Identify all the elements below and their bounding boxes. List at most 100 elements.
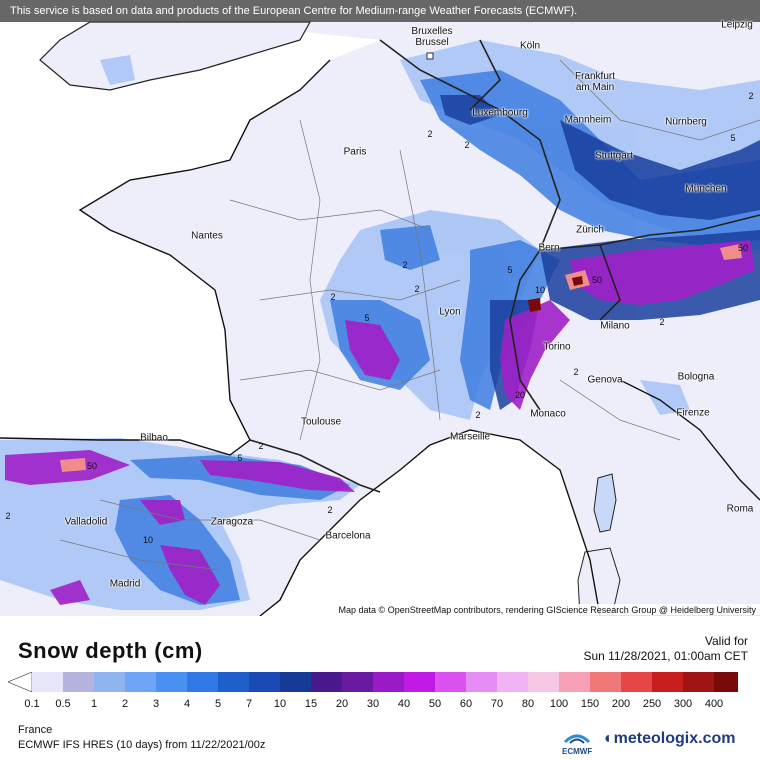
scale-tick: 15 [304, 698, 318, 710]
city-zurich: Zürich [576, 224, 604, 236]
contour-label: 2 [258, 441, 264, 451]
city-bilbao: Bilbao [140, 432, 168, 444]
city-firenze: Firenze [676, 407, 710, 419]
scale-swatch [156, 672, 188, 692]
contour-label: 2 [427, 129, 433, 139]
contour-label: 5 [507, 265, 513, 275]
city-zaragoza: Zaragoza [210, 516, 254, 528]
scale-arrow-low [8, 672, 33, 692]
snow-peaks-dark [528, 276, 583, 312]
scale-swatch [466, 672, 498, 692]
city-line: Bruxelles [411, 26, 453, 37]
scale-swatch [342, 672, 374, 692]
ecmwf-disclaimer: This service is based on data and produc… [0, 0, 760, 22]
ecmwf-swirl-icon [563, 734, 591, 744]
scale-tick: 3 [152, 698, 160, 710]
scale-tick: 400 [704, 698, 724, 710]
city-nantes: Nantes [191, 230, 223, 242]
city-koln: Köln [519, 40, 541, 52]
contour-label: 10 [142, 535, 154, 545]
scale-swatch [435, 672, 467, 692]
contour-label: 50 [591, 275, 603, 285]
scale-tick: 300 [673, 698, 693, 710]
contour-label: 2 [330, 292, 336, 302]
scale-tick: 150 [580, 698, 600, 710]
scale-swatch [404, 672, 436, 692]
city-valladolid: Valladolid [64, 516, 108, 528]
meteologix-logo[interactable]: ◐meteologix.com [604, 730, 735, 748]
contour-label: 50 [86, 461, 98, 471]
contour-label: 2 [748, 91, 754, 101]
contour-label: 5 [237, 453, 243, 463]
scale-swatch [125, 672, 157, 692]
scale-tick: 60 [459, 698, 473, 710]
valid-time: Sun 11/28/2021, 01:00am CET [583, 649, 748, 663]
contour-label: 2 [464, 140, 470, 150]
scale-swatch [373, 672, 405, 692]
city-lyon: Lyon [439, 306, 461, 318]
model-run: ECMWF IFS HRES (10 days) from 11/22/2021… [18, 739, 266, 751]
snow-peaks [60, 244, 742, 472]
contour-label: 2 [327, 505, 333, 515]
scale-swatch [683, 672, 715, 692]
ecmwf-logo: ECMWF [562, 730, 592, 758]
scale-tick: 20 [335, 698, 349, 710]
ecmwf-text: ECMWF [562, 747, 593, 756]
contour-label: 5 [364, 313, 370, 323]
sardinia [577, 547, 621, 616]
city-milano: Milano [600, 320, 630, 332]
city-torino: Torino [543, 341, 571, 353]
contour-label: 2 [573, 367, 579, 377]
scale-tick: 70 [490, 698, 504, 710]
city-frankfurt: Frankfurt am Main [575, 71, 615, 93]
color-scale [8, 672, 738, 692]
scale-tick: 80 [521, 698, 535, 710]
city-genova: Genova [587, 374, 623, 386]
scale-swatch [280, 672, 312, 692]
city-leipzig: Leipzig [721, 19, 753, 31]
city-nurnberg: Nürnberg [665, 116, 707, 128]
scale-tick: 100 [549, 698, 569, 710]
city-line: Brussel [415, 37, 449, 48]
city-monaco: Monaco [530, 408, 566, 420]
contour-label: 5 [730, 133, 736, 143]
contour-label: 2 [414, 284, 420, 294]
legend-title: Snow depth (cm) [18, 638, 203, 663]
corsica [593, 473, 617, 533]
region-borders [59, 59, 760, 571]
city-mannheim: Mannheim [564, 114, 612, 126]
meteologix-icon: ◐ [604, 730, 614, 747]
city-bologna: Bologna [677, 371, 715, 383]
scale-tick: 5 [214, 698, 222, 710]
contour-label: 2 [475, 410, 481, 420]
city-toulouse: Toulouse [300, 416, 342, 428]
scale-tick: 10 [273, 698, 287, 710]
scale-tick: 30 [366, 698, 380, 710]
city-roma: Roma [726, 503, 754, 515]
map-attribution: Map data © OpenStreetMap contributors, r… [334, 604, 760, 616]
city-luxembourg: Luxembourg [472, 107, 528, 119]
scale-tick: 2 [121, 698, 129, 710]
city-line: Frankfurt [574, 71, 616, 82]
city-dot [426, 52, 434, 60]
city-bern: Bern [538, 242, 560, 254]
scale-tick: 0.1 [24, 698, 40, 710]
scale-swatch [63, 672, 95, 692]
snow-depth-map: This service is based on data and produc… [0, 0, 760, 616]
valid-label: Valid for [704, 634, 748, 648]
scale-tick: 0.5 [55, 698, 71, 710]
scale-swatch [528, 672, 560, 692]
city-marseille: Marseille [449, 431, 491, 443]
scale-swatch [714, 672, 738, 692]
region-name: France [18, 724, 53, 736]
scale-swatch [497, 672, 529, 692]
scale-swatch [187, 672, 219, 692]
scale-tick: 50 [428, 698, 442, 710]
scale-swatch [590, 672, 622, 692]
contour-label: 50 [737, 243, 749, 253]
scale-tick: 200 [611, 698, 631, 710]
scale-tick: 1 [90, 698, 98, 710]
country-borders [249, 39, 760, 493]
contour-label: 20 [514, 390, 526, 400]
scale-swatch [32, 672, 64, 692]
